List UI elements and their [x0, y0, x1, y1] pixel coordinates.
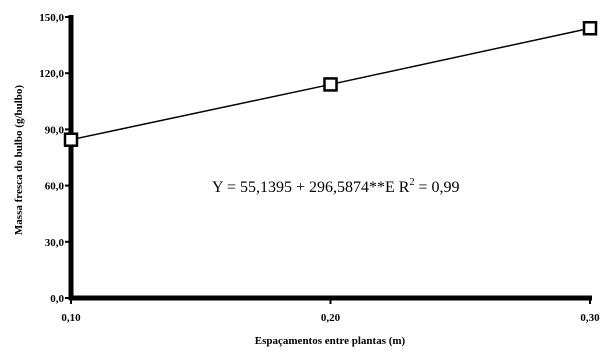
y-tick-label: 120,0: [39, 68, 64, 80]
equation-main: Y = 55,1395 + 296,5874**E R: [212, 179, 410, 196]
data-point-marker: [63, 132, 79, 147]
equation-superscript: 2: [409, 177, 414, 188]
y-axis-title: Massa fresca do bulbo (g/bulbo): [13, 85, 25, 235]
y-tick-label: 90,0: [45, 124, 65, 136]
data-point-marker: [582, 20, 598, 36]
y-axis-ticks: 0,0 30,0 60,0 90,0 120,0 150,0: [39, 12, 71, 305]
equation-tail: = 0,99: [414, 179, 459, 196]
data-point-marker: [323, 77, 338, 92]
x-tick-label: 0,20: [321, 312, 341, 324]
x-axis-ticks: 0,10 0,20 0,30: [61, 298, 600, 324]
y-tick-label: 150,0: [39, 12, 64, 24]
y-tick-label: 60,0: [45, 181, 65, 193]
x-tick-label: 0,30: [580, 312, 600, 324]
x-tick-label: 0,10: [61, 312, 81, 324]
y-tick-label: 0,0: [50, 293, 64, 305]
y-tick-label: 30,0: [45, 237, 65, 249]
series-group: [63, 20, 598, 147]
x-axis-title: Espaçamentos entre plantas (m): [255, 335, 406, 347]
regression-equation: Y = 55,1395 + 296,5874**E R2 = 0,99: [212, 177, 459, 196]
axes: [68, 15, 592, 301]
